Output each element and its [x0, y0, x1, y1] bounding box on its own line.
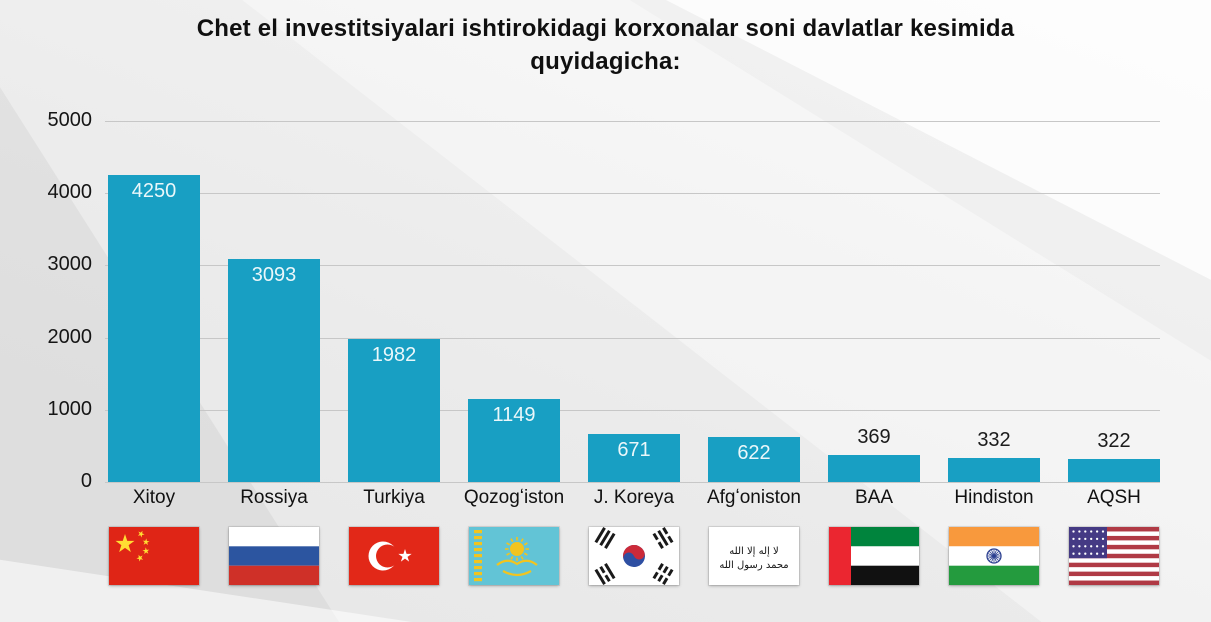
gridline-3000 [105, 265, 1160, 267]
x-label-aqsh: AQSH [1087, 487, 1141, 508]
y-tick-label-1000: 1000 [47, 397, 93, 420]
flag-turkey [348, 526, 440, 586]
value-label-afg-oniston: 622 [737, 442, 771, 464]
y-tick-label-2000: 2000 [47, 325, 93, 348]
gridline-0 [105, 482, 1160, 483]
gridline-4000 [105, 193, 1160, 195]
flag-usa [1068, 526, 1160, 586]
bar-turkiya: 1982 [348, 339, 440, 482]
x-label-turkiya: Turkiya [363, 487, 425, 508]
value-label-qozog-iston: 1149 [492, 404, 536, 426]
value-label-hindiston: 332 [977, 429, 1011, 451]
gridline-2000 [105, 337, 1160, 339]
flag-kazakhstan [468, 526, 560, 586]
x-label-xitoy: Xitoy [132, 487, 176, 508]
bar-qozog-iston: 1149 [468, 399, 560, 482]
bar-hindiston [948, 458, 1040, 482]
bar-xitoy: 4250 [108, 175, 200, 482]
x-label-afg-oniston: Afgʻoniston [706, 487, 801, 508]
y-tick-label-4000: 4000 [47, 181, 93, 204]
bar-j-koreya: 671 [588, 434, 680, 482]
chart-title-line2: quyidagicha: [530, 48, 681, 75]
value-label-aqsh: 322 [1097, 430, 1131, 452]
flag-russia [228, 526, 320, 586]
bar-baa [828, 455, 920, 482]
flag-india [948, 526, 1040, 586]
gridline-5000 [105, 121, 1160, 122]
x-label-qozog-iston: Qozogʻiston [463, 487, 565, 508]
value-label-rossiya: 3093 [251, 264, 297, 286]
y-tick-label-3000: 3000 [47, 253, 93, 276]
y-tick-label-5000: 5000 [47, 109, 93, 131]
y-tick-label-0: 0 [80, 470, 92, 492]
flag-afghanistan: لا إله إلا الله محمد رسول الله [708, 526, 800, 586]
bar-aqsh [1068, 459, 1160, 482]
x-label-baa: BAA [854, 487, 894, 508]
bar-afg-oniston: 622 [708, 437, 800, 482]
flag-south-korea [588, 526, 680, 586]
chart-title-line1: Chet el investitsiyalari ishtirokidagi k… [196, 15, 1015, 42]
flag-china [108, 526, 200, 586]
x-label-rossiya: Rossiya [240, 487, 308, 508]
gridline-1000 [105, 409, 1160, 411]
x-label-hindiston: Hindiston [954, 487, 1034, 508]
value-label-baa: 369 [857, 426, 891, 448]
bar-rossiya: 3093 [228, 259, 320, 482]
value-label-turkiya: 1982 [371, 344, 417, 366]
value-label-xitoy: 4250 [131, 180, 177, 202]
flag-uae [828, 526, 920, 586]
chart-title: Chet el investitsiyalari ishtirokidagi k… [0, 12, 1211, 78]
x-label-j-koreya: J. Koreya [593, 487, 675, 508]
svg-text:لا إله إلا الله: لا إله إلا الله [729, 546, 778, 557]
svg-text:محمد رسول الله: محمد رسول الله [719, 560, 788, 571]
value-label-j-koreya: 671 [617, 439, 651, 461]
